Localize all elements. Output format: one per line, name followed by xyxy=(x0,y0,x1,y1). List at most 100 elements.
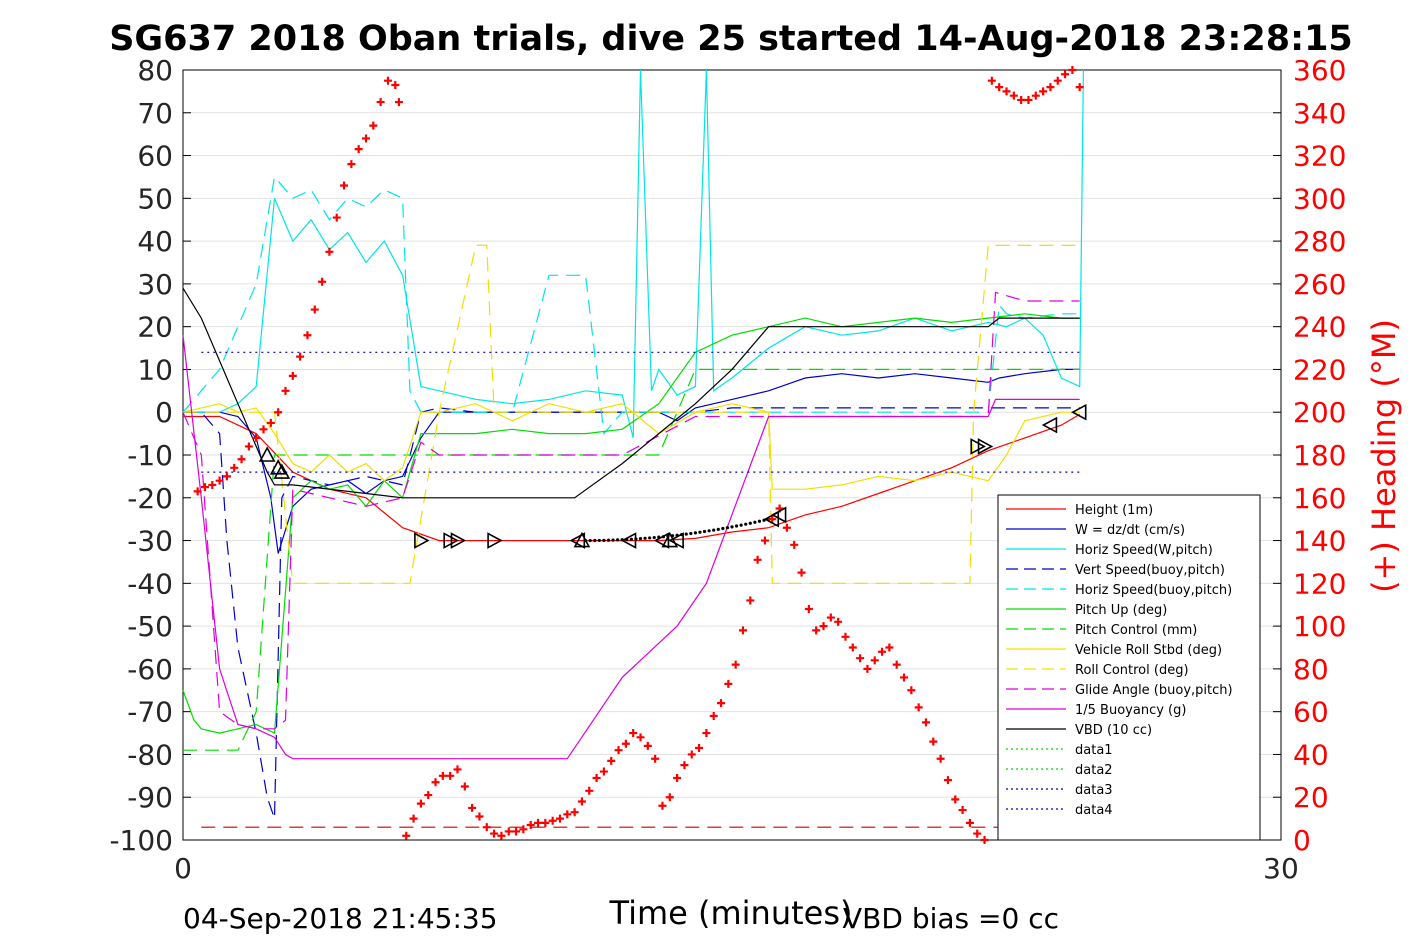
depth-dot xyxy=(588,538,592,543)
legend-label: data1 xyxy=(1075,743,1113,758)
heading-point xyxy=(431,778,440,787)
y-tick-label: -50 xyxy=(127,610,173,643)
heading-point xyxy=(746,596,755,605)
heading-point xyxy=(1039,87,1048,96)
series-layer xyxy=(182,69,1084,828)
heading-point xyxy=(512,827,521,836)
series-line xyxy=(183,413,1081,542)
heading-point xyxy=(621,739,630,748)
marker-layer xyxy=(258,403,1087,549)
depth-dot xyxy=(739,523,743,527)
event-marker xyxy=(661,531,679,548)
legend-label: Vert Speed(buoy,pitch) xyxy=(1075,563,1225,578)
heading-point xyxy=(193,487,202,496)
depth-dot xyxy=(652,535,656,540)
heading-point xyxy=(362,134,370,143)
series-line xyxy=(183,407,1080,819)
heading-point xyxy=(215,476,224,485)
footer-date: 04-Sep-2018 21:45:35 xyxy=(183,902,498,935)
legend-label: Height (1m) xyxy=(1075,503,1153,518)
y2-tick-label: 160 xyxy=(1293,482,1346,515)
heading-point xyxy=(460,782,469,791)
event-marker xyxy=(1071,403,1087,421)
heading-point xyxy=(1061,70,1070,79)
depth-dot xyxy=(611,538,615,542)
depth-dot xyxy=(684,532,688,536)
y2-tick-label: 280 xyxy=(1293,225,1346,258)
legend-label: VBD (10 cc) xyxy=(1075,723,1152,738)
heading-point xyxy=(1046,83,1055,92)
event-marker xyxy=(977,438,994,455)
series-line xyxy=(182,403,1080,490)
heading-point xyxy=(599,767,608,776)
event-marker xyxy=(620,532,637,549)
heading-point xyxy=(738,626,747,635)
depth-dot xyxy=(712,528,716,532)
series-line xyxy=(183,368,1080,554)
heading-point xyxy=(252,433,261,442)
y2-tick-label: 360 xyxy=(1293,54,1346,87)
heading-point xyxy=(973,829,982,838)
heading-point xyxy=(519,825,528,834)
footer-vbd-bias: VBD bias =0 cc xyxy=(843,902,1059,935)
depth-dot xyxy=(606,538,611,542)
heading-point xyxy=(819,622,828,631)
legend-label: data4 xyxy=(1075,803,1113,818)
depth-dot xyxy=(748,521,752,525)
heading-point xyxy=(921,718,930,727)
legend-label: Pitch Up (deg) xyxy=(1075,603,1167,618)
y-axis-right: 3603403203002802602402202001801601401201… xyxy=(1273,54,1346,857)
heading-point xyxy=(548,816,557,825)
heading-point xyxy=(892,660,901,669)
heading-point xyxy=(332,213,341,222)
heading-point xyxy=(804,605,813,613)
depth-dot xyxy=(757,519,762,523)
depth-dot xyxy=(744,522,748,526)
heading-point xyxy=(354,145,363,154)
heading-point xyxy=(878,647,887,656)
legend-label: W = dz/dt (cm/s) xyxy=(1075,523,1185,538)
heading-point xyxy=(402,831,411,840)
event-marker xyxy=(668,532,684,549)
heading-point xyxy=(563,810,572,819)
y2-tick-label: 40 xyxy=(1293,738,1329,771)
depth-dot xyxy=(629,537,633,541)
heading-point xyxy=(753,555,762,564)
heading-point xyxy=(768,515,777,524)
series-line xyxy=(182,335,1080,760)
y2-axis-label: (+) Heading (°M) xyxy=(1365,319,1403,593)
heading-point xyxy=(863,664,872,673)
event-marker xyxy=(1041,416,1058,434)
heading-point xyxy=(709,711,718,720)
heading-point xyxy=(310,305,319,314)
y-tick-label: -60 xyxy=(127,653,173,686)
heading-point xyxy=(504,827,513,836)
heading-point xyxy=(951,795,960,804)
y-tick-label: -100 xyxy=(109,824,173,857)
y-tick-label: 20 xyxy=(137,311,173,344)
y2-tick-label: 300 xyxy=(1293,182,1346,215)
y-tick-label: 30 xyxy=(137,268,173,301)
heading-point xyxy=(347,160,356,169)
series-line xyxy=(183,368,1080,751)
heading-point xyxy=(592,773,601,782)
heading-point xyxy=(995,83,1004,92)
depth-dot xyxy=(734,524,739,528)
heading-point xyxy=(1075,83,1084,92)
heading-point xyxy=(446,771,455,780)
event-marker xyxy=(573,531,591,548)
heading-point xyxy=(1031,91,1040,100)
heading-point xyxy=(318,277,327,286)
y-axis-left: 80 70 60 50 40 30 20 10 0 -10 -20 -30 -40 -50 -60 -70 -8… xyxy=(109,54,191,857)
y2-tick-label: 180 xyxy=(1293,439,1346,472)
heading-point xyxy=(629,729,638,738)
y-tick-label: -70 xyxy=(127,696,173,729)
y-tick-label: -90 xyxy=(127,781,173,814)
y2-tick-label: 220 xyxy=(1293,353,1346,386)
heading-point xyxy=(834,617,843,626)
heading-point xyxy=(1068,66,1077,74)
y-tick-label: -30 xyxy=(127,525,173,558)
depth-dot xyxy=(597,538,601,543)
y-tick-label: -20 xyxy=(127,482,173,515)
heading-point xyxy=(438,771,447,780)
